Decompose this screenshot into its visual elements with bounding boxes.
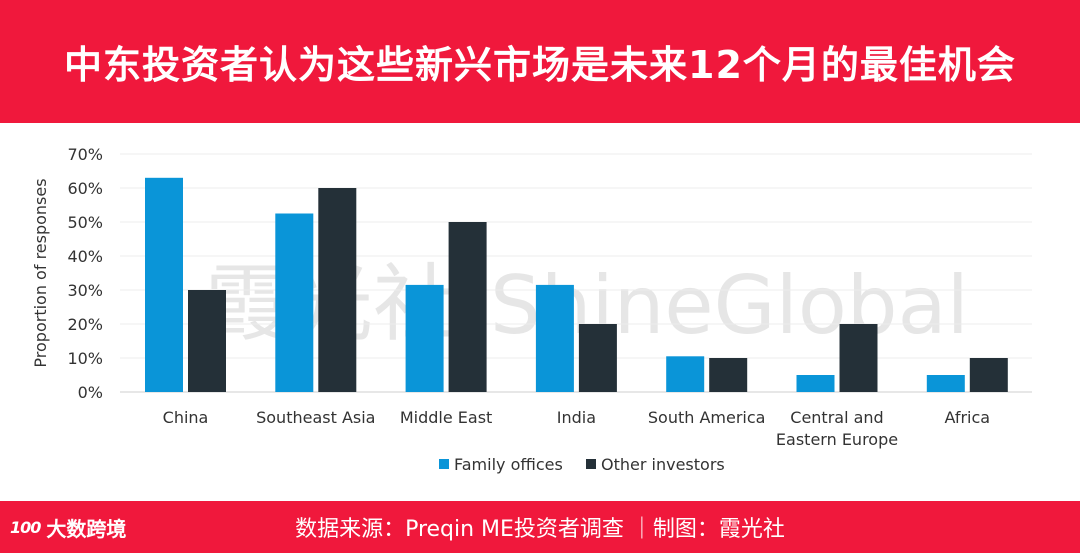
bar-chart: 霞光社ShineGlobal0%10%20%30%40%50%60%70%Pro… bbox=[31, 145, 1032, 474]
x-tick-label: India bbox=[557, 408, 596, 427]
footer-banner: 100 大数跨境 数据来源：Preqin ME投资者调查 ｜制图：霞光社 bbox=[0, 501, 1080, 553]
title-banner: 中东投资者认为这些新兴市场是未来12个月的最佳机会 bbox=[0, 0, 1080, 123]
y-tick-label: 50% bbox=[67, 213, 103, 232]
bar-other-investors bbox=[318, 188, 357, 392]
x-tick-label: South America bbox=[648, 408, 766, 427]
bar-family-offices bbox=[145, 177, 183, 392]
y-tick-label: 70% bbox=[67, 145, 103, 164]
bar-family-offices bbox=[926, 375, 965, 392]
bar-family-offices bbox=[666, 356, 705, 392]
page-title: 中东投资者认为这些新兴市场是未来12个月的最佳机会 bbox=[64, 43, 1016, 87]
logo-mark: 100 bbox=[10, 517, 41, 537]
y-tick-label: 10% bbox=[67, 349, 103, 368]
logo-text: 大数跨境 bbox=[46, 516, 127, 541]
legend-swatch-other-investors bbox=[586, 459, 596, 469]
legend-label-other-investors: Other investors bbox=[601, 455, 725, 474]
bar-other-investors bbox=[839, 324, 878, 392]
chart-area: 霞光社ShineGlobal0%10%20%30%40%50%60%70%Pro… bbox=[0, 123, 1080, 501]
legend-label-family-offices: Family offices bbox=[454, 455, 563, 474]
bar-other-investors bbox=[448, 222, 487, 392]
bar-family-offices bbox=[275, 213, 314, 392]
bar-other-investors bbox=[969, 358, 1008, 392]
legend-swatch-family-offices bbox=[439, 459, 449, 469]
bar-other-investors bbox=[709, 358, 748, 392]
bar-family-offices bbox=[535, 284, 574, 392]
x-tick-label: Africa bbox=[944, 408, 990, 427]
x-tick-label: Central and bbox=[790, 408, 883, 427]
y-tick-label: 40% bbox=[67, 247, 103, 266]
brand-logo: 100 大数跨境 bbox=[10, 513, 126, 541]
y-tick-label: 20% bbox=[67, 315, 103, 334]
x-tick-label: Eastern Europe bbox=[776, 430, 898, 449]
bar-family-offices bbox=[405, 284, 444, 392]
y-tick-label: 60% bbox=[67, 179, 103, 198]
bar-family-offices bbox=[796, 375, 835, 392]
y-tick-label: 30% bbox=[67, 281, 103, 300]
bar-other-investors bbox=[578, 324, 617, 392]
y-tick-label: 0% bbox=[78, 383, 103, 402]
bar-other-investors bbox=[188, 290, 226, 392]
x-tick-label: Southeast Asia bbox=[256, 408, 375, 427]
source-note: 数据来源：Preqin ME投资者调查 ｜制图：霞光社 bbox=[295, 517, 785, 542]
y-axis-title: Proportion of responses bbox=[31, 178, 50, 367]
x-tick-label: Middle East bbox=[400, 408, 492, 427]
x-tick-label: China bbox=[163, 408, 209, 427]
